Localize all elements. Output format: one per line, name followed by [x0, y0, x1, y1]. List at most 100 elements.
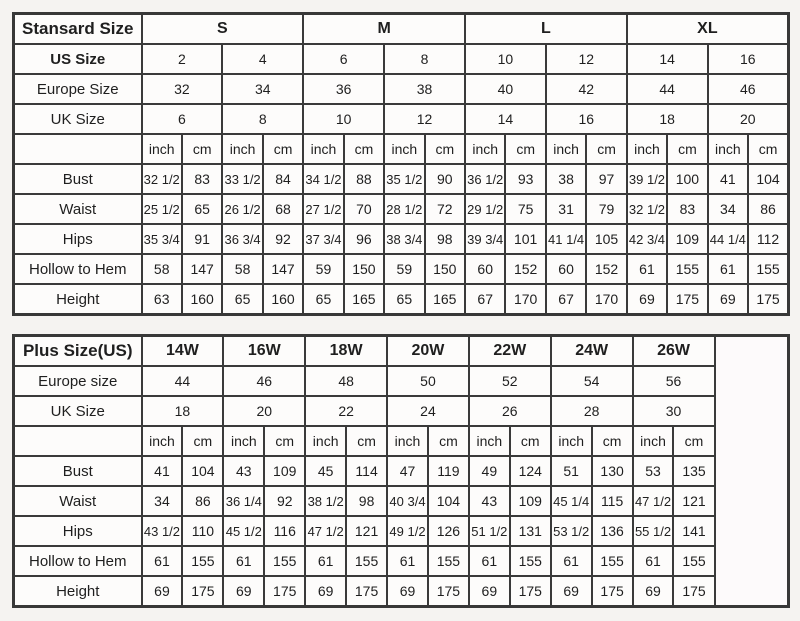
unit-header-inch: inch	[706, 133, 750, 165]
measure-cell: 75	[504, 193, 547, 225]
unit-header-inch: inch	[140, 133, 183, 165]
measure-cell: 69	[304, 575, 348, 608]
unit-header-cm: cm	[508, 425, 552, 457]
measure-cell: 155	[181, 545, 225, 577]
measure-cell: 104	[181, 455, 225, 487]
measure-cell: 35 1/2	[383, 163, 426, 195]
unit-header-inch: inch	[631, 425, 675, 457]
measure-cell: 90	[423, 163, 467, 195]
size-group-header-row: Plus Size(US) 14W 16W 18W 20W 22W 24W 26W	[12, 334, 790, 608]
row-label: Hollow to Hem	[12, 545, 143, 577]
measure-cell: 83	[666, 193, 709, 225]
measure-cell: 109	[263, 455, 307, 487]
size-cell: 44	[625, 73, 709, 105]
measure-cell: 37 3/4	[302, 223, 345, 255]
size-cell: 28	[549, 395, 634, 427]
measure-cell: 61	[549, 545, 593, 577]
row-label: Waist	[12, 193, 143, 225]
size-cell: 6	[302, 43, 386, 75]
table-body: Plus Size(US) 14W 16W 18W 20W 22W 24W 26W Europe…	[12, 334, 790, 608]
unit-header-cm: cm	[342, 133, 386, 165]
measure-cell: 36 3/4	[221, 223, 264, 255]
size-cell: 12	[544, 43, 628, 75]
measure-cell: 170	[504, 283, 547, 316]
measure-cell: 33 1/2	[221, 163, 264, 195]
measure-cell: 47 1/2	[304, 515, 348, 547]
size-cell: 20	[222, 395, 307, 427]
size-cell: 14	[625, 43, 709, 75]
size-cell: 42	[544, 73, 628, 105]
measure-cell: 44 1/4	[706, 223, 750, 255]
measure-cell: 69	[140, 575, 184, 608]
measure-cell: 135	[672, 455, 716, 487]
measure-cell: 147	[180, 253, 224, 285]
measure-cell: 69	[222, 575, 266, 608]
unit-header-cm: cm	[261, 133, 305, 165]
measure-cell: 109	[666, 223, 709, 255]
measure-cell: 39 3/4	[463, 223, 507, 255]
size-group-header: 26W	[631, 334, 716, 367]
unit-header-cm: cm	[672, 425, 716, 457]
measure-cell: 175	[181, 575, 225, 608]
measure-cell: 141	[672, 515, 716, 547]
measure-cell: 155	[666, 253, 709, 285]
measure-cell: 65	[180, 193, 224, 225]
size-cell: 24	[386, 395, 470, 427]
row-label: Waist	[12, 485, 143, 517]
unit-header-inch: inch	[625, 133, 669, 165]
measure-cell: 31	[544, 193, 588, 225]
size-cell: 12	[383, 103, 466, 135]
units-spacer-cell	[12, 133, 143, 165]
measure-row: Bust 41 104 43 109 45 114 47 119 49 124 51 130 53 135	[12, 455, 789, 487]
measure-cell: 69	[625, 283, 669, 316]
measure-cell: 124	[508, 455, 552, 487]
measure-cell: 91	[180, 223, 224, 255]
measure-cell: 61	[304, 545, 348, 577]
measure-cell: 35 3/4	[140, 223, 183, 255]
measure-cell: 67	[463, 283, 507, 316]
size-cell: 10	[464, 43, 547, 75]
unit-header-inch: inch	[386, 425, 429, 457]
size-group-header: 14W	[140, 334, 225, 367]
measure-cell: 110	[181, 515, 225, 547]
measure-cell: 58	[140, 253, 183, 285]
measure-cell: 59	[302, 253, 345, 285]
unit-header-inch: inch	[463, 133, 507, 165]
measure-cell: 155	[263, 545, 307, 577]
measure-cell: 58	[221, 253, 264, 285]
measure-cell: 88	[342, 163, 386, 195]
measure-cell: 34	[140, 485, 184, 517]
measure-cell: 51	[549, 455, 593, 487]
measure-cell: 65	[383, 283, 426, 316]
measure-cell: 41	[706, 163, 750, 195]
size-cell: 48	[304, 365, 389, 397]
size-cell: 14	[464, 103, 547, 135]
row-label: Height	[12, 575, 143, 608]
table-body: Stansard Size S M L XL US Size 2 4 6 8 10 12 14 16 Eur…	[12, 12, 790, 316]
size-cell: 52	[467, 365, 552, 397]
size-cell: 34	[221, 73, 305, 105]
size-group-header: 20W	[386, 334, 470, 367]
measure-cell: 98	[423, 223, 467, 255]
measure-cell: 97	[585, 163, 628, 195]
measure-cell: 70	[342, 193, 386, 225]
measure-cell: 160	[180, 283, 224, 316]
unit-header-cm: cm	[666, 133, 709, 165]
size-cell: 18	[140, 395, 225, 427]
unit-header-cm: cm	[504, 133, 547, 165]
unit-header-inch: inch	[302, 133, 345, 165]
measure-cell: 100	[666, 163, 709, 195]
unit-header-inch: inch	[304, 425, 348, 457]
measure-cell: 41 1/4	[544, 223, 588, 255]
measure-cell: 160	[261, 283, 305, 316]
size-cell: 16	[544, 103, 628, 135]
size-cell: 46	[706, 73, 790, 105]
measure-cell: 165	[342, 283, 386, 316]
measure-cell: 69	[549, 575, 593, 608]
measure-cell: 27 1/2	[302, 193, 345, 225]
measure-cell: 119	[426, 455, 470, 487]
measure-cell: 152	[585, 253, 628, 285]
unit-header-cm: cm	[180, 133, 224, 165]
measure-cell: 47	[386, 455, 429, 487]
measure-cell: 150	[342, 253, 386, 285]
